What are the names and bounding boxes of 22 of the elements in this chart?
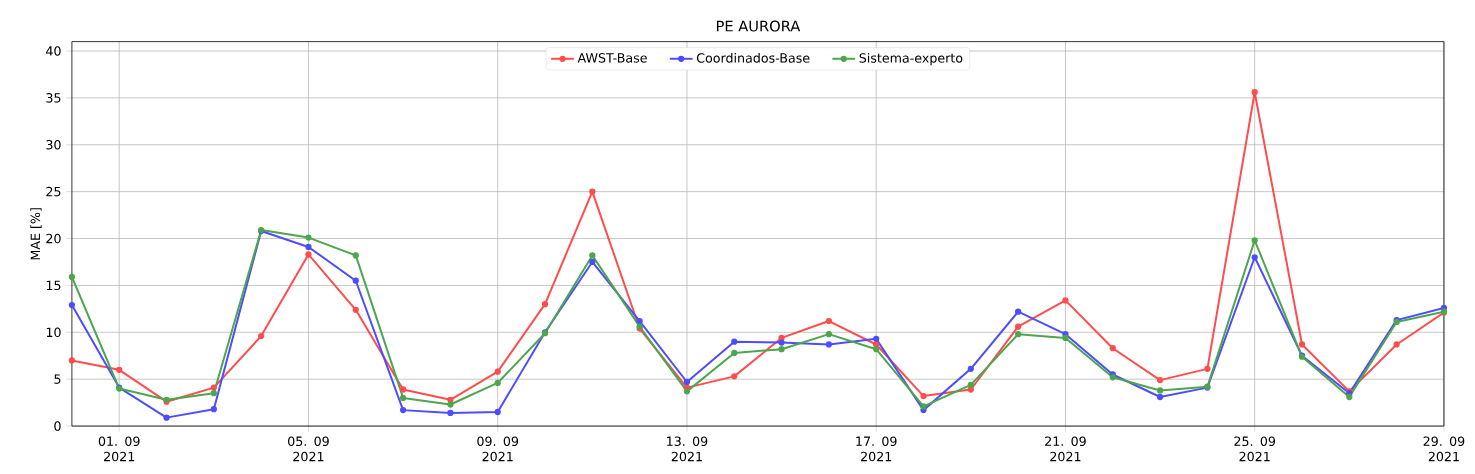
x-tick-label: 17. 09 2021: [856, 436, 897, 462]
x-tick-label: 09. 09 2021: [477, 436, 519, 462]
y-axis-title: MAE [%]: [30, 208, 42, 260]
y-tick-label: 0: [54, 421, 61, 431]
y-tick-label: 35: [46, 93, 61, 103]
legend-label: Sistema-experto: [859, 52, 963, 66]
x-tick-label: 25. 09 2021: [1234, 436, 1276, 462]
y-tick-label: 20: [46, 233, 61, 244]
y-tick-label: 40: [46, 46, 61, 56]
y-tick-label: 25: [46, 186, 61, 197]
x-tick-label: 01. 09 2021: [98, 436, 140, 462]
y-tick-label: 15: [46, 280, 61, 291]
y-tick-label: 5: [54, 374, 61, 384]
legend-label: AWST-Base: [577, 53, 647, 63]
x-tick-label: 05. 09 2021: [288, 436, 329, 462]
chart-title: PE AURORA: [716, 20, 801, 32]
legend-label: Coordinados-Base: [696, 52, 810, 63]
x-tick-label: 21. 09 2021: [1045, 436, 1086, 462]
y-tick-label: 30: [46, 139, 61, 150]
x-tick-label: 29. 09 2021: [1423, 436, 1465, 462]
x-tick-label: 13. 09 2021: [667, 436, 708, 462]
y-tick-label: 10: [46, 327, 61, 338]
